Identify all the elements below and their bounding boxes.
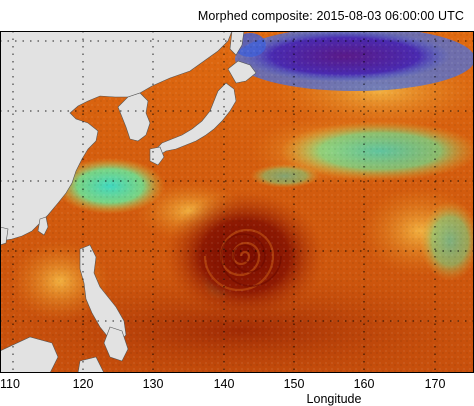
x-axis-title: Longitude — [306, 392, 362, 406]
japan — [155, 82, 237, 156]
lon-tick-140: 140 — [213, 377, 235, 391]
plot-title: Morphed composite: 2015-08-03 06:00:00 U… — [197, 9, 464, 23]
lon-tick-160: 160 — [353, 377, 375, 391]
philippines — [79, 244, 127, 344]
borneo — [0, 336, 59, 373]
lon-tick-150: 150 — [283, 377, 305, 391]
lon-tick-130: 130 — [142, 377, 164, 391]
gridlines — [0, 31, 474, 373]
hokkaido — [227, 60, 257, 84]
sakhalin — [229, 31, 245, 56]
taiwan — [37, 216, 49, 236]
lon-tick-170: 170 — [424, 377, 446, 391]
water-vapor-map — [0, 31, 474, 373]
lon-tick-110: 110 — [0, 377, 20, 391]
lon-tick-120: 120 — [72, 377, 94, 391]
korea — [117, 92, 151, 142]
